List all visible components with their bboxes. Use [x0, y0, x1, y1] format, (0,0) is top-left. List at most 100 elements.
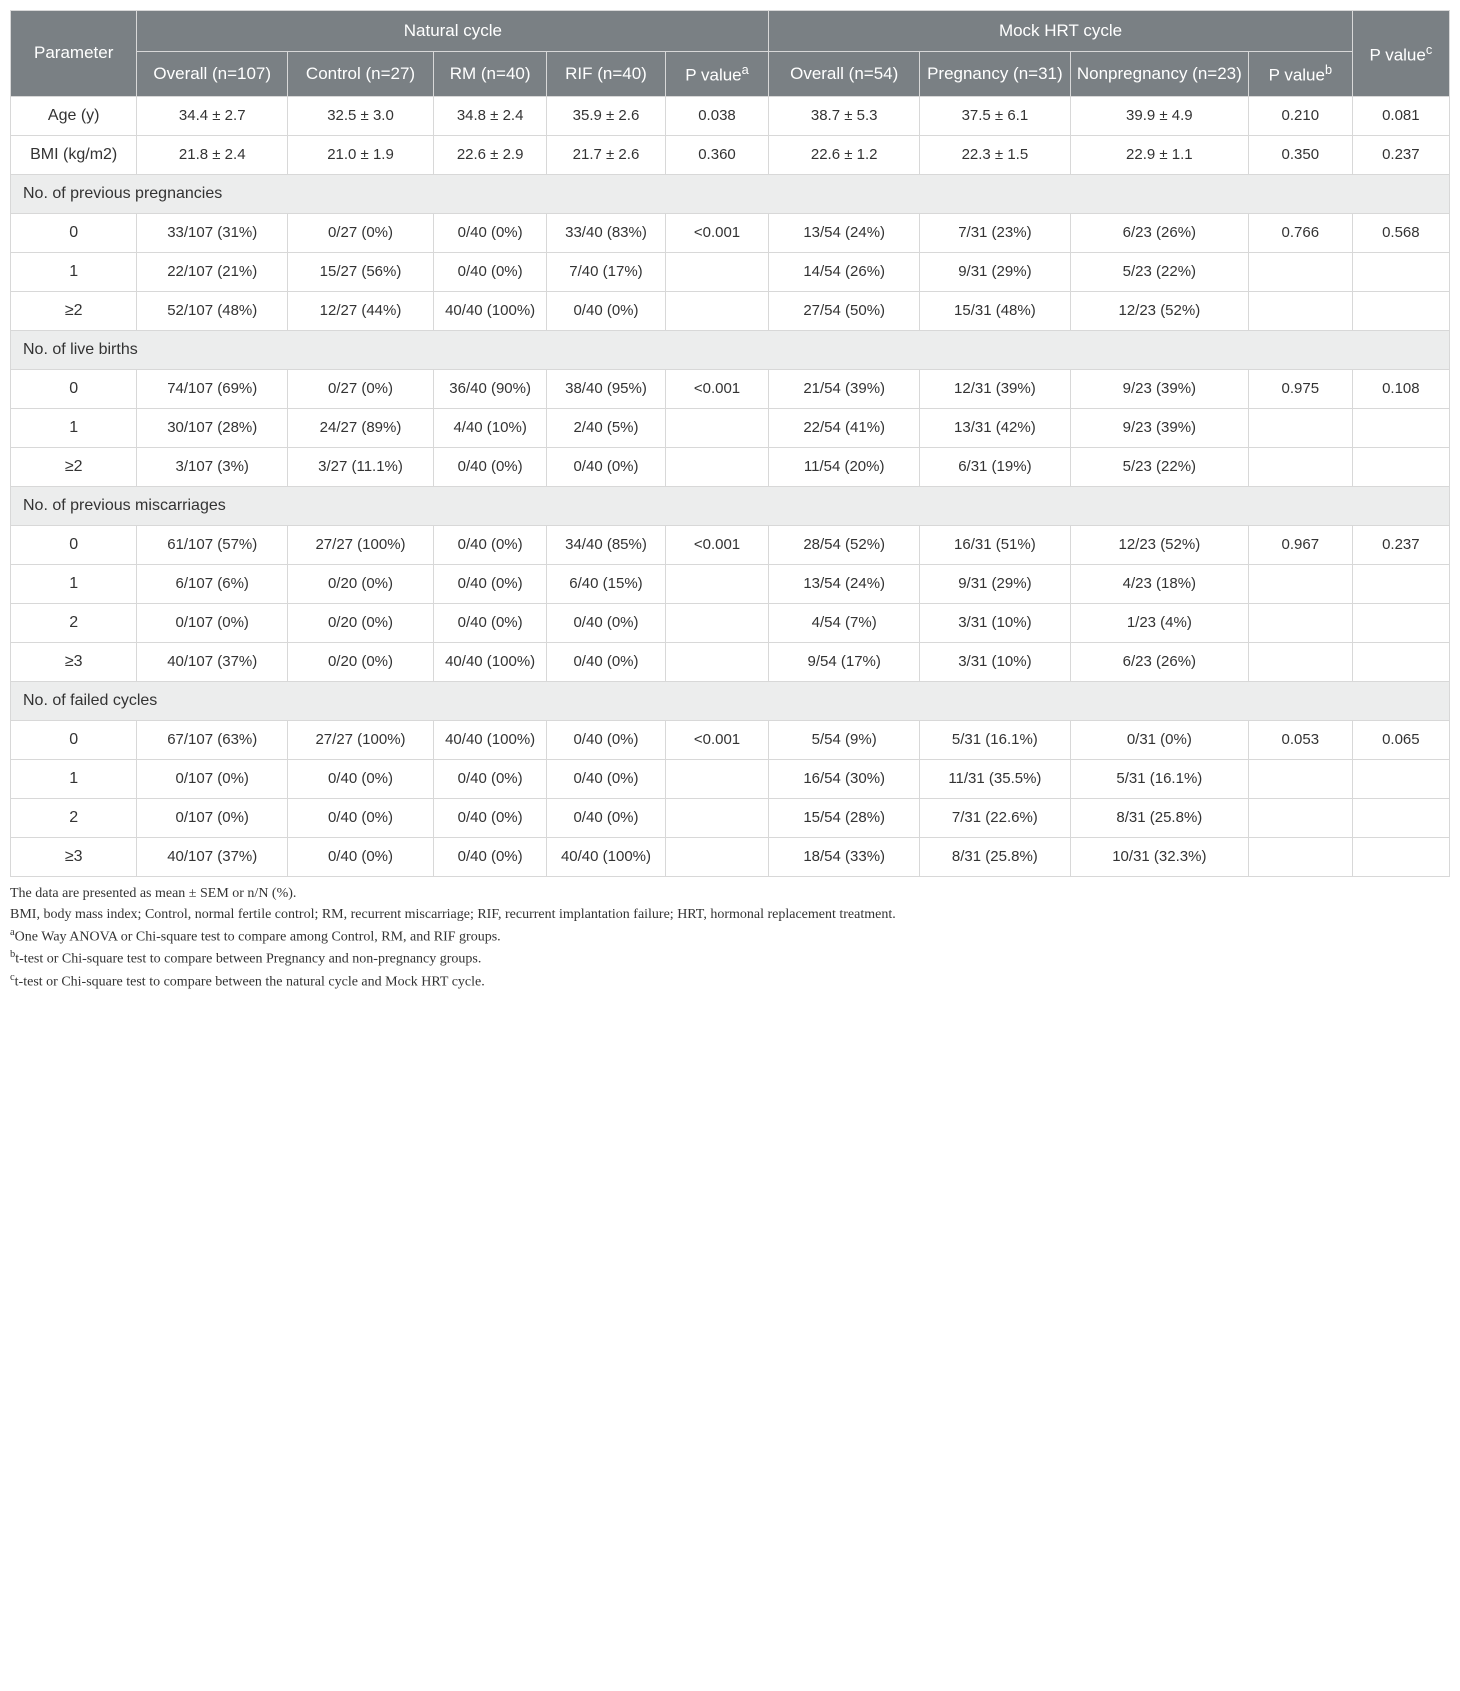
- cell-n_control: 24/27 (89%): [288, 408, 434, 447]
- cell-m_preg: 9/31 (29%): [920, 564, 1071, 603]
- footnote-1: The data are presented as mean ± SEM or …: [10, 883, 1450, 904]
- cell-p_c: 0.568: [1352, 213, 1449, 252]
- table-row: ≥340/107 (37%)0/20 (0%)40/40 (100%)0/40 …: [11, 642, 1450, 681]
- header-m-overall: Overall (n=54): [769, 52, 920, 97]
- header-p-value-c: P valuec: [1352, 11, 1449, 97]
- cell-n_rm: 0/40 (0%): [433, 603, 546, 642]
- cell-n_overall: 34.4 ± 2.7: [137, 96, 288, 135]
- cell-m_nonpreg: 6/23 (26%): [1070, 642, 1248, 681]
- cell-m_overall: 15/54 (28%): [769, 798, 920, 837]
- cell-n_rm: 0/40 (0%): [433, 447, 546, 486]
- cell-n_overall: 74/107 (69%): [137, 369, 288, 408]
- header-n-control: Control (n=27): [288, 52, 434, 97]
- cell-n_overall: 40/107 (37%): [137, 642, 288, 681]
- cell-n_rif: 0/40 (0%): [547, 720, 665, 759]
- cell-m_preg: 16/31 (51%): [920, 525, 1071, 564]
- cell-n_overall: 30/107 (28%): [137, 408, 288, 447]
- cell-param: BMI (kg/m2): [11, 135, 137, 174]
- cell-p_c: [1352, 291, 1449, 330]
- cell-n_control: 27/27 (100%): [288, 525, 434, 564]
- cell-m_nonpreg: 0/31 (0%): [1070, 720, 1248, 759]
- p-value-a-text: P value: [685, 66, 741, 85]
- cell-n_rif: 40/40 (100%): [547, 837, 665, 876]
- cell-m_nonpreg: 9/23 (39%): [1070, 369, 1248, 408]
- table-row: ≥340/107 (37%)0/40 (0%)0/40 (0%)40/40 (1…: [11, 837, 1450, 876]
- cell-m_preg: 6/31 (19%): [920, 447, 1071, 486]
- cell-p_c: [1352, 603, 1449, 642]
- cell-n_control: 0/20 (0%): [288, 642, 434, 681]
- table-row: 10/107 (0%)0/40 (0%)0/40 (0%)0/40 (0%)16…: [11, 759, 1450, 798]
- cell-n_overall: 21.8 ± 2.4: [137, 135, 288, 174]
- table-body: Age (y)34.4 ± 2.732.5 ± 3.034.8 ± 2.435.…: [11, 96, 1450, 876]
- cell-param: ≥2: [11, 447, 137, 486]
- footnotes: The data are presented as mean ± SEM or …: [10, 883, 1450, 993]
- cell-p_a: 0.038: [665, 96, 769, 135]
- table-row: 067/107 (63%)27/27 (100%)40/40 (100%)0/4…: [11, 720, 1450, 759]
- cell-param: 1: [11, 564, 137, 603]
- cell-p_c: [1352, 408, 1449, 447]
- cell-n_control: 0/40 (0%): [288, 837, 434, 876]
- cell-m_nonpreg: 12/23 (52%): [1070, 525, 1248, 564]
- footnote-4: bt-test or Chi-square test to compare be…: [10, 947, 1450, 970]
- cell-p_b: [1248, 642, 1352, 681]
- cell-m_overall: 18/54 (33%): [769, 837, 920, 876]
- cell-p_c: [1352, 642, 1449, 681]
- table-row: ≥23/107 (3%)3/27 (11.1%)0/40 (0%)0/40 (0…: [11, 447, 1450, 486]
- cell-n_rif: 0/40 (0%): [547, 447, 665, 486]
- table-row: BMI (kg/m2)21.8 ± 2.421.0 ± 1.922.6 ± 2.…: [11, 135, 1450, 174]
- cell-m_preg: 37.5 ± 6.1: [920, 96, 1071, 135]
- table-row: 20/107 (0%)0/40 (0%)0/40 (0%)0/40 (0%)15…: [11, 798, 1450, 837]
- cell-m_overall: 5/54 (9%): [769, 720, 920, 759]
- header-n-rif: RIF (n=40): [547, 52, 665, 97]
- cell-m_preg: 3/31 (10%): [920, 603, 1071, 642]
- header-parameter: Parameter: [11, 11, 137, 97]
- cell-m_preg: 8/31 (25.8%): [920, 837, 1071, 876]
- cell-n_rm: 40/40 (100%): [433, 642, 546, 681]
- cell-n_rm: 22.6 ± 2.9: [433, 135, 546, 174]
- cell-p_c: [1352, 252, 1449, 291]
- cell-n_rm: 0/40 (0%): [433, 759, 546, 798]
- cell-n_rif: 0/40 (0%): [547, 798, 665, 837]
- cell-m_nonpreg: 1/23 (4%): [1070, 603, 1248, 642]
- cell-m_nonpreg: 22.9 ± 1.1: [1070, 135, 1248, 174]
- header-p-value-a: P valuea: [665, 52, 769, 97]
- cell-m_overall: 28/54 (52%): [769, 525, 920, 564]
- cell-p_a: <0.001: [665, 369, 769, 408]
- cell-n_rm: 40/40 (100%): [433, 720, 546, 759]
- table-row: 033/107 (31%)0/27 (0%)0/40 (0%)33/40 (83…: [11, 213, 1450, 252]
- cell-p_b: [1248, 564, 1352, 603]
- footnote-3-text: One Way ANOVA or Chi-square test to comp…: [15, 929, 501, 944]
- cell-m_nonpreg: 10/31 (32.3%): [1070, 837, 1248, 876]
- cell-m_nonpreg: 5/31 (16.1%): [1070, 759, 1248, 798]
- cell-n_overall: 67/107 (63%): [137, 720, 288, 759]
- section-row: No. of previous miscarriages: [11, 486, 1450, 525]
- header-row-1: Parameter Natural cycle Mock HRT cycle P…: [11, 11, 1450, 52]
- table-row: Age (y)34.4 ± 2.732.5 ± 3.034.8 ± 2.435.…: [11, 96, 1450, 135]
- cell-n_control: 21.0 ± 1.9: [288, 135, 434, 174]
- table-row: 122/107 (21%)15/27 (56%)0/40 (0%)7/40 (1…: [11, 252, 1450, 291]
- cell-n_overall: 22/107 (21%): [137, 252, 288, 291]
- cell-p_b: [1248, 837, 1352, 876]
- cell-m_preg: 3/31 (10%): [920, 642, 1071, 681]
- cell-p_a: <0.001: [665, 525, 769, 564]
- cell-n_control: 0/40 (0%): [288, 798, 434, 837]
- cell-n_control: 3/27 (11.1%): [288, 447, 434, 486]
- section-row: No. of previous pregnancies: [11, 174, 1450, 213]
- cell-p_b: 0.766: [1248, 213, 1352, 252]
- cell-n_rif: 38/40 (95%): [547, 369, 665, 408]
- cell-n_control: 0/20 (0%): [288, 564, 434, 603]
- cell-n_overall: 0/107 (0%): [137, 798, 288, 837]
- cell-p_c: 0.065: [1352, 720, 1449, 759]
- table-row: 16/107 (6%)0/20 (0%)0/40 (0%)6/40 (15%)1…: [11, 564, 1450, 603]
- cell-param: 0: [11, 720, 137, 759]
- table-row: ≥252/107 (48%)12/27 (44%)40/40 (100%)0/4…: [11, 291, 1450, 330]
- header-n-rm: RM (n=40): [433, 52, 546, 97]
- cell-p_c: [1352, 798, 1449, 837]
- cell-n_overall: 40/107 (37%): [137, 837, 288, 876]
- cell-p_a: [665, 408, 769, 447]
- sup-a: a: [742, 62, 749, 77]
- cell-n_rm: 0/40 (0%): [433, 798, 546, 837]
- footnote-3: aOne Way ANOVA or Chi-square test to com…: [10, 925, 1450, 948]
- cell-n_rif: 34/40 (85%): [547, 525, 665, 564]
- sup-c: c: [1426, 42, 1432, 57]
